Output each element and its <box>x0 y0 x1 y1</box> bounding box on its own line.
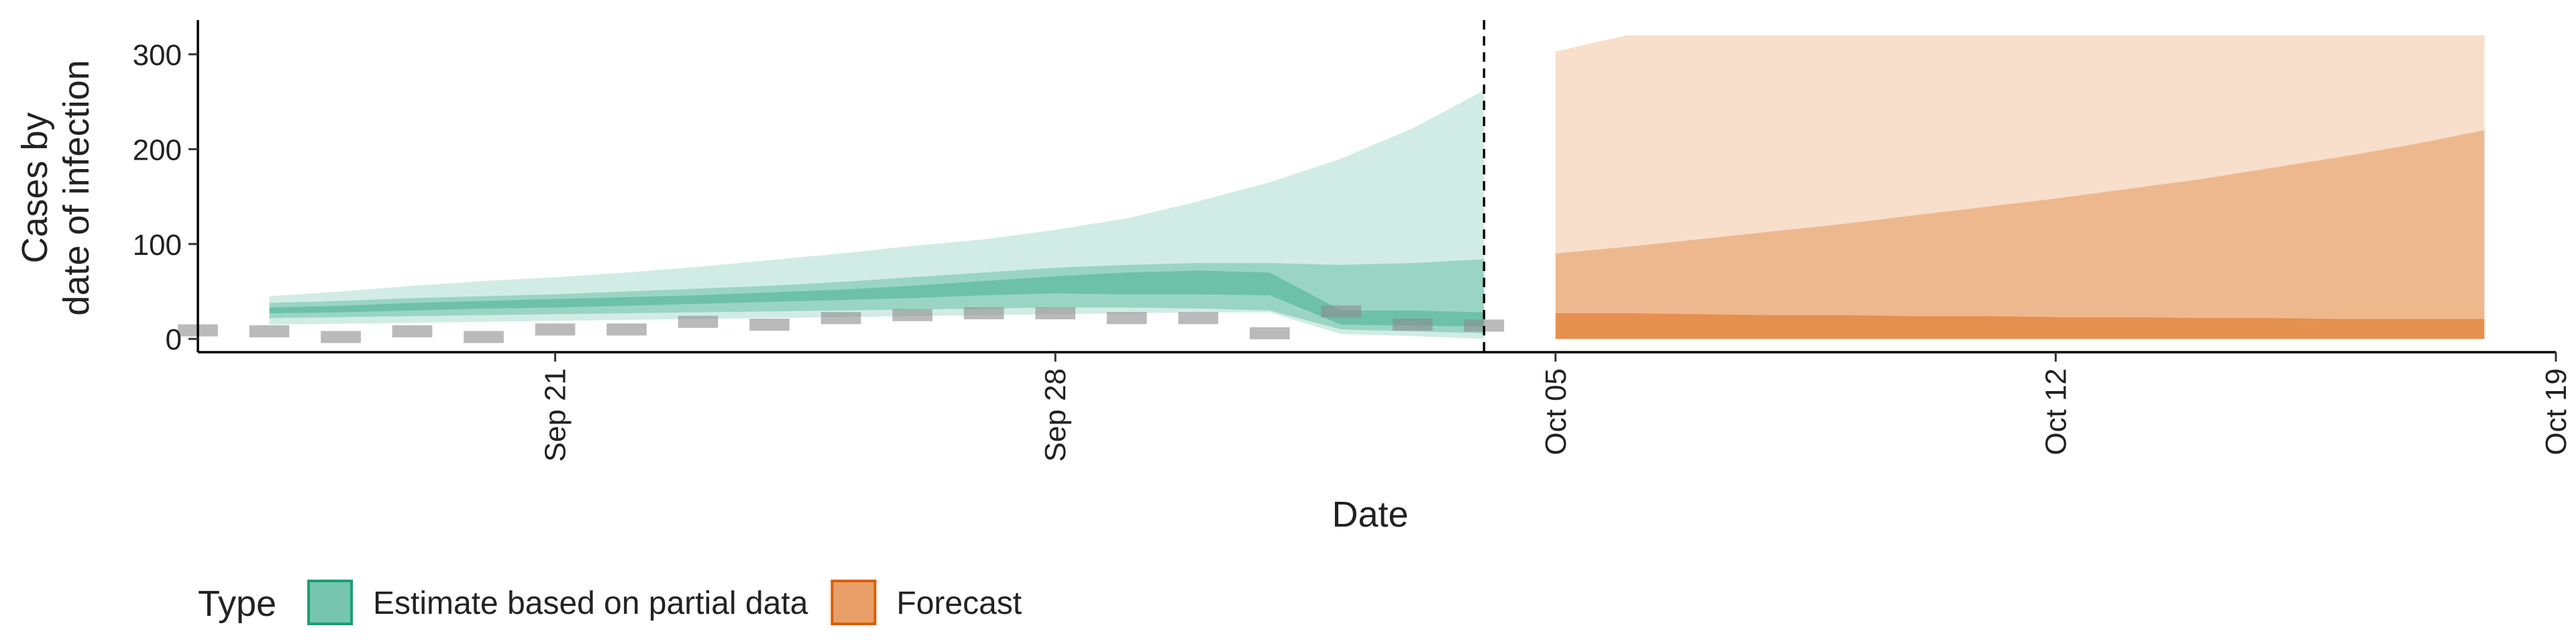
forecast-band-90 <box>1555 35 2485 339</box>
y-axis-title-line: date of infection <box>56 60 97 315</box>
y-axis-title-line: Cases by <box>15 112 55 263</box>
x-tick-label: Sep 28 <box>1039 368 1072 462</box>
legend-label: Estimate based on partial data <box>373 586 808 621</box>
estimate-band-20 <box>269 270 1485 327</box>
legend: Type Estimate based on partial data Foreca… <box>198 580 1022 625</box>
legend-swatch <box>830 580 877 625</box>
x-tick-label: Oct 05 <box>1540 368 1572 455</box>
plot-area <box>178 20 2485 352</box>
x-tick-label: Oct 19 <box>2540 368 2573 455</box>
forecast-band-80 <box>1555 130 2485 339</box>
y-axis-title: Cases bydate of infection <box>15 60 97 315</box>
axes: 0 100 200 300 Sep 21 Sep 28 Oct 05 Oct 12 Oct 19… <box>15 20 2573 535</box>
legend-label: Forecast <box>896 586 1022 621</box>
x-tick-label: Sep 21 <box>539 368 572 462</box>
estimate-band-90 <box>269 90 1485 339</box>
y-tick-label: 0 <box>166 323 182 356</box>
forecast-band-50 <box>1555 313 2485 339</box>
legend-swatch <box>307 580 353 625</box>
estimate-band-50 <box>269 259 1485 333</box>
x-tick-label: Oct 12 <box>2039 368 2072 455</box>
legend-title: Type <box>198 584 276 624</box>
y-tick-label: 300 <box>133 39 182 72</box>
y-tick-label: 200 <box>133 133 182 166</box>
y-tick-label: 100 <box>133 229 182 262</box>
x-axis-title: Date <box>1332 494 1408 535</box>
